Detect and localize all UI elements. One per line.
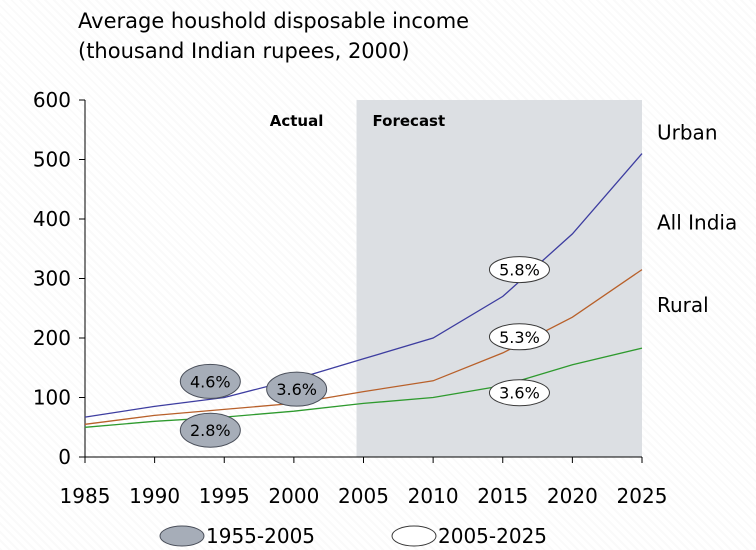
growth-bubble-label: 5.3% [499,328,540,347]
chart-axes: 0 100 200 300 400 500 600 1985 1990 1995 2000 2005 2… [33,88,668,508]
x-tick-label: 2010 [408,484,459,508]
x-tick-label: 2000 [268,484,319,508]
x-tick-label: 2025 [617,484,668,508]
series-end-label-urban: Urban [657,121,718,145]
y-tick-label: 200 [33,326,71,350]
chart-title-line-1: Average houshold disposable income [78,9,470,33]
legend-swatch-historic [159,525,205,547]
forecast-label: Forecast [373,112,446,130]
growth-bubble-forecast [488,379,550,407]
x-tick-label: 1995 [199,484,250,508]
x-tick-label: 1990 [129,484,180,508]
growth-bubble-label: 4.6% [190,372,231,391]
growth-bubble-label: 3.6% [499,384,540,403]
series-end-label-rural: Rural [657,293,709,317]
series-end-label-all-india: All India [657,211,737,235]
growth-bubble-forecast [488,323,550,351]
y-tick-label: 300 [33,267,71,291]
chart-labels: Actual Forecast Urban All India Rural [270,112,738,317]
growth-bubble-forecast [488,256,550,284]
x-tick-label: 2015 [477,484,528,508]
legend-label: 1955-2005 [206,524,315,548]
chart-title: Average houshold disposable income (thou… [78,6,638,66]
actual-label: Actual [270,112,324,130]
growth-bubble-historic [266,371,328,407]
y-tick-label: 600 [33,88,71,112]
legend-label: 2005-2025 [438,524,547,548]
growth-bubble-label: 5.8% [499,261,540,280]
x-tick-label: 2005 [338,484,389,508]
growth-bubble-label: 2.8% [190,421,231,440]
legend-swatch-forecast [391,525,437,547]
growth-rate-bubbles: 4.6% 3.6% 2.8% 5.8% 5.3% 3.6% [179,256,550,448]
series-line-urban [84,153,643,418]
x-tick-label: 2020 [547,484,598,508]
growth-bubble-historic [179,412,241,448]
x-tick-label: 1985 [60,484,111,508]
chart-legend: 1955-2005 2005-2025 [159,524,547,548]
chart-series [84,153,643,428]
series-line-all-india [84,269,643,425]
y-tick-label: 500 [33,148,71,172]
y-tick-label: 100 [33,386,71,410]
y-tick-label: 0 [58,445,71,469]
y-tick-label: 400 [33,207,71,231]
growth-bubble-historic [179,363,241,399]
chart-title-line-2: (thousand Indian rupees, 2000) [78,39,410,63]
growth-bubble-label: 3.6% [276,380,317,399]
series-line-rural [84,347,643,428]
